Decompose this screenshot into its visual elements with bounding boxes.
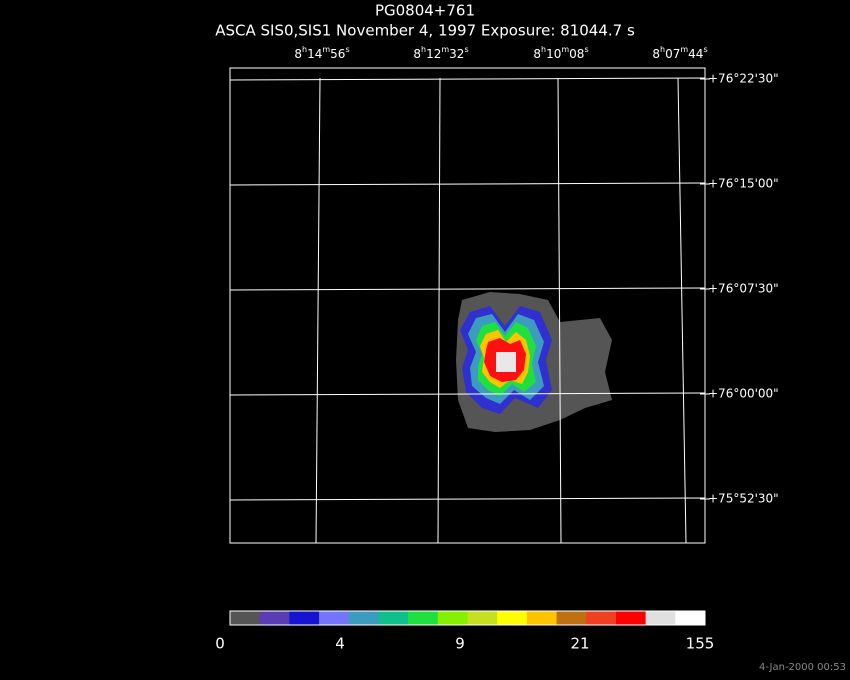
dec-line <box>229 497 706 501</box>
ra-label: 8h14m56s <box>294 45 349 61</box>
title: PG0804+761 <box>375 2 475 20</box>
colorbar-tick-label: 155 <box>686 635 715 653</box>
colorbar-swatch <box>467 611 498 625</box>
subtitle: ASCA SIS0,SIS1 November 4, 1997 Exposure… <box>215 22 635 40</box>
frame <box>229 67 706 544</box>
dec-label: +76°00'00" <box>708 387 779 401</box>
ra-label: 8h12m32s <box>413 45 468 61</box>
colorbar-swatch <box>437 611 468 625</box>
ra-line <box>677 77 687 544</box>
colorbar-frame <box>229 610 706 626</box>
dec-line <box>229 77 706 81</box>
colorbar-swatch <box>378 611 409 625</box>
colorbar-swatch <box>230 611 261 625</box>
dec-label: +76°22'30" <box>708 72 779 86</box>
colorbar-swatch <box>586 611 617 625</box>
ra-line <box>557 77 562 544</box>
colorbar-swatch <box>615 611 647 625</box>
peak <box>496 352 516 372</box>
ra-line <box>437 77 441 544</box>
colorbar-swatch <box>645 611 676 625</box>
dec-line <box>229 287 706 291</box>
colorbar-tick-label: 21 <box>570 635 589 653</box>
colorbar-swatch <box>556 611 587 625</box>
colorbar-swatch <box>319 611 350 625</box>
dec-label: +76°15'00" <box>708 177 779 191</box>
colorbar-tick-label: 9 <box>455 635 465 653</box>
colorbar-swatch <box>289 611 320 625</box>
ra-line <box>315 77 321 544</box>
colorbar-swatch <box>526 611 558 625</box>
ra-label: 8h07m44s <box>652 45 707 61</box>
colorbar-swatch <box>408 611 439 625</box>
colorbar-swatch <box>675 611 706 625</box>
timestamp: 4-Jan-2000 00:53 <box>759 662 846 673</box>
colorbar-swatch <box>259 611 290 625</box>
dec-label: +75°52'30" <box>708 492 779 506</box>
dec-line <box>229 392 706 396</box>
ra-label: 8h10m08s <box>533 45 588 61</box>
colorbar-swatch <box>348 611 379 625</box>
dec-line <box>229 182 706 186</box>
image <box>456 292 612 432</box>
colorbar-swatch <box>497 611 528 625</box>
colorbar-tick-label: 0 <box>215 635 225 653</box>
colorbar-tick-label: 4 <box>335 635 345 653</box>
dec-label: +76°07'30" <box>708 282 779 296</box>
coordinate-grid <box>229 67 706 544</box>
